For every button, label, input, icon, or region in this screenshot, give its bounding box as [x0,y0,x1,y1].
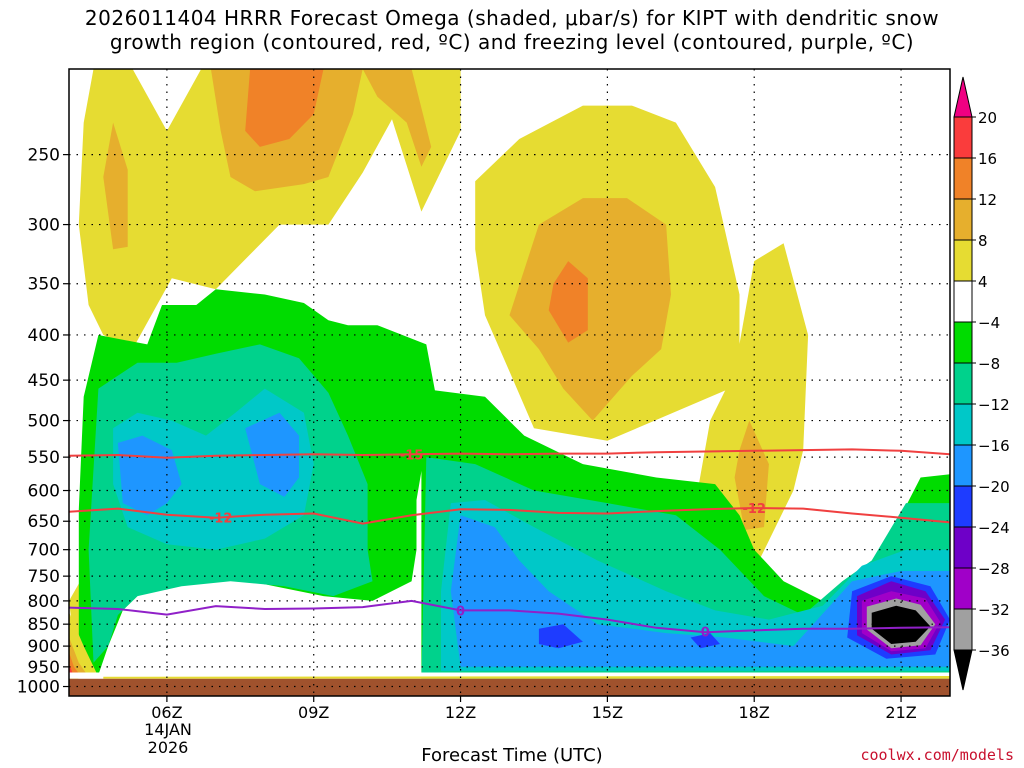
omega-region-21 [538,624,583,649]
omega-region-5 [362,69,432,167]
omega-region-33 [103,676,950,679]
chart-title-line-1: 2026011404 HRRR Forecast Omega (shaded, … [84,6,940,30]
contour-line-1 [69,506,950,525]
colorbar-label-11: −28 [978,560,1010,578]
colorbar-label-6: −8 [978,355,1000,373]
x-axis-label: Forecast Time (UTC) [421,745,603,766]
contour-label-2: -12 [742,502,766,517]
y-tick-label-800: 800 [28,592,60,612]
colorbar-band--24_-20 [953,485,973,528]
x-tick-label-18Z: 18Z [739,703,770,722]
colorbar-band-16_20 [953,116,973,159]
colorbar-band--16_-12 [953,403,973,446]
omega-region-10 [734,420,769,530]
omega-shading [69,69,950,683]
y-tick-label-900: 900 [28,637,60,657]
x-tick-label-21Z: 21Z [885,703,916,722]
colorbar-label-13: −36 [978,642,1010,660]
colorbar-label-9: −20 [978,478,1010,496]
x-tick-label-15Z: 15Z [592,703,623,722]
colorbar-band--32_-28 [953,567,973,610]
omega-region-8 [548,261,588,343]
y-tick-label-250: 250 [28,146,60,166]
colorbar-band-4_8 [953,239,973,282]
y-tick-label-850: 850 [28,615,60,635]
date-label-day: 14JAN [144,720,192,739]
y-tick-label-350: 350 [28,275,60,295]
colorbar-label-5: −4 [978,314,1000,332]
contour-labels: -15 -12 -12 0 0 [209,448,766,640]
omega-region-9 [695,243,809,561]
y-axis-ticks: 2503003504004505005506006507007508008509… [17,146,69,698]
omega-region-1 [78,69,461,350]
colorbar-label-10: −24 [978,519,1010,537]
ground-rect [69,678,950,696]
date-label: 14JAN 2026 [135,721,201,757]
colorbar-band--36_-32 [953,608,973,651]
colorbar-label-1: 16 [978,150,997,168]
colorbar-label-0: 20 [978,109,997,127]
colorbar-label-12: −32 [978,601,1010,619]
y-tick-label-650: 650 [28,512,60,532]
omega-region-7 [509,198,671,421]
chart-title-line-2: growth region (contoured, red, ºC) and f… [109,30,915,54]
colorbar-band--28_-24 [953,526,973,569]
y-tick-label-500: 500 [28,412,60,432]
x-axis-ticks: 06Z 09Z 12Z 15Z 18Z 21Z [151,696,917,722]
omega-region-22 [690,633,720,649]
colorbar-band--20_-16 [953,444,973,487]
plot-frame [68,68,951,697]
colorbar-label-7: −12 [978,396,1010,414]
contour-line-0 [69,448,950,459]
colorbar-label-2: 12 [978,191,997,209]
y-tick-label-300: 300 [28,216,60,236]
x-tick-label-06Z: 06Z [151,703,182,722]
x-tick-label-12Z: 12Z [445,703,476,722]
contour-label-1: -12 [209,512,233,527]
x-tick-label-09Z: 09Z [298,703,329,722]
colorbar-band--12_-8 [953,362,973,405]
y-tick-label-1000: 1000 [17,678,60,698]
y-tick-label-950: 950 [28,658,60,678]
y-tick-label-450: 450 [28,371,60,391]
y-tick-label-750: 750 [28,567,60,587]
date-label-year: 2026 [147,738,189,757]
colorbar-label-4: 4 [978,273,988,291]
colorbar-label-8: −16 [978,437,1010,455]
contour-label-4: 0 [701,625,710,640]
omega-region-29 [69,652,82,677]
colorbar-top-arrow [953,76,973,118]
chart-title: 2026011404 HRRR Forecast Omega (shaded, … [0,6,1024,54]
colorbar-bottom-arrow [953,649,973,691]
colorbar-band--8_-4 [953,321,973,364]
y-tick-label-400: 400 [28,326,60,346]
contour-lines [69,448,950,634]
contour-label-0: -15 [400,448,424,463]
colorbar-band-12_16 [953,157,973,200]
y-tick-label-700: 700 [28,541,60,561]
colorbar: 20 16 12 8 4 −4 −8 −12 −16 −20 −24 −28 −32 −36 [953,76,1010,691]
contour-label-3: 0 [456,604,465,619]
y-tick-label-550: 550 [28,448,60,468]
ground-fill [69,678,950,696]
omega-region-4 [245,69,324,147]
colorbar-band--4_4 [953,280,973,323]
contour-line-2 [69,599,950,634]
site-credit: coolwx.com/models [860,746,1014,764]
y-tick-label-600: 600 [28,482,60,502]
colorbar-label-3: 8 [978,232,988,250]
colorbar-band-8_12 [953,198,973,241]
